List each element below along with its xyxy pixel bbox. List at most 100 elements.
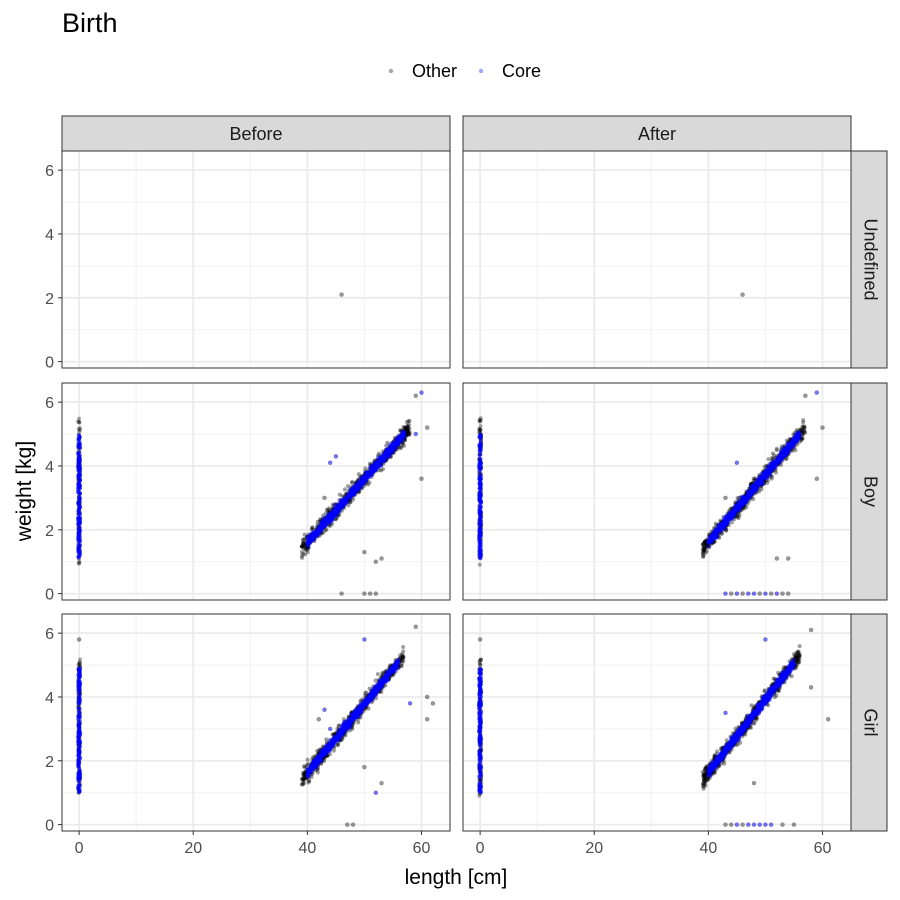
point-other [331, 509, 336, 514]
point-other [396, 439, 401, 444]
point-core [710, 533, 715, 538]
point-core [76, 501, 81, 506]
point-other [329, 520, 334, 525]
point-other [380, 467, 385, 472]
point-other [340, 494, 345, 499]
y-tick-label: 2 [45, 291, 54, 308]
point-other [335, 504, 340, 509]
point-other [315, 522, 320, 527]
point-core [76, 710, 81, 715]
point-other [77, 416, 82, 421]
point-other [362, 591, 367, 596]
point-other [403, 433, 408, 438]
point-other [379, 462, 384, 467]
point-core [76, 715, 81, 720]
point-other [324, 518, 329, 523]
point-other [313, 531, 318, 536]
point-core [76, 458, 81, 463]
point-other [362, 473, 367, 478]
point-other [370, 466, 375, 471]
point-other [368, 471, 373, 476]
point-core [718, 526, 723, 531]
point-other [325, 517, 330, 522]
point-other [406, 431, 411, 436]
point-other [774, 446, 779, 451]
point-core [478, 527, 483, 532]
point-core [478, 499, 483, 504]
point-other [311, 534, 316, 539]
point-other [372, 461, 377, 466]
point-other [344, 492, 349, 497]
point-other [362, 475, 367, 480]
point-core [779, 452, 784, 457]
point-core [327, 460, 333, 466]
point-other [305, 543, 310, 548]
point-other [377, 461, 382, 466]
point-other [396, 436, 401, 441]
point-other [373, 559, 379, 565]
point-other [77, 425, 82, 430]
point-core [774, 591, 780, 596]
point-other [368, 470, 373, 475]
point-other [373, 468, 378, 473]
point-other [346, 496, 351, 501]
point-other [342, 496, 347, 501]
point-core [706, 544, 711, 549]
point-other [379, 468, 384, 473]
point-core [77, 692, 82, 697]
point-other [398, 428, 403, 433]
point-core [77, 776, 82, 781]
point-core [477, 490, 482, 495]
point-other [305, 535, 310, 540]
point-other [299, 544, 304, 549]
point-other [404, 420, 409, 425]
point-other [348, 497, 353, 502]
point-other [377, 459, 382, 464]
point-other [380, 671, 385, 676]
point-other [323, 523, 328, 528]
point-other [369, 464, 374, 469]
point-core [333, 454, 339, 459]
point-other [327, 515, 332, 520]
point-other [342, 487, 347, 492]
point-other [337, 504, 342, 509]
point-other [339, 591, 344, 596]
point-core [734, 460, 740, 466]
point-core [477, 534, 482, 539]
point-other [346, 497, 351, 502]
point-other [369, 464, 374, 469]
point-other [419, 476, 424, 482]
point-other [363, 472, 368, 477]
point-core [759, 474, 764, 479]
point-other [300, 544, 305, 549]
point-core [382, 457, 387, 462]
point-other [352, 487, 357, 492]
point-core [775, 458, 780, 463]
point-other [342, 500, 347, 505]
point-other [376, 453, 381, 458]
point-other [393, 444, 398, 449]
point-other [301, 537, 306, 542]
point-core [478, 452, 483, 457]
point-other [339, 501, 344, 506]
point-other [368, 471, 373, 476]
point-other [740, 591, 745, 596]
point-other [384, 443, 389, 448]
point-other [391, 442, 396, 447]
point-other [315, 534, 320, 539]
point-other [329, 511, 334, 516]
point-other [303, 541, 308, 546]
panels-layer: Before AfterUndefinedBoyGirl0246024602460… [45, 115, 888, 857]
point-other [307, 539, 312, 544]
point-other [396, 436, 401, 441]
panel-background [463, 383, 851, 600]
point-other [322, 495, 327, 501]
point-core [342, 497, 347, 502]
point-other [311, 536, 316, 541]
point-other [382, 458, 387, 463]
point-other [76, 419, 81, 424]
point-other [389, 445, 394, 450]
point-core [739, 502, 744, 507]
point-other [342, 495, 347, 500]
point-other [757, 591, 763, 596]
